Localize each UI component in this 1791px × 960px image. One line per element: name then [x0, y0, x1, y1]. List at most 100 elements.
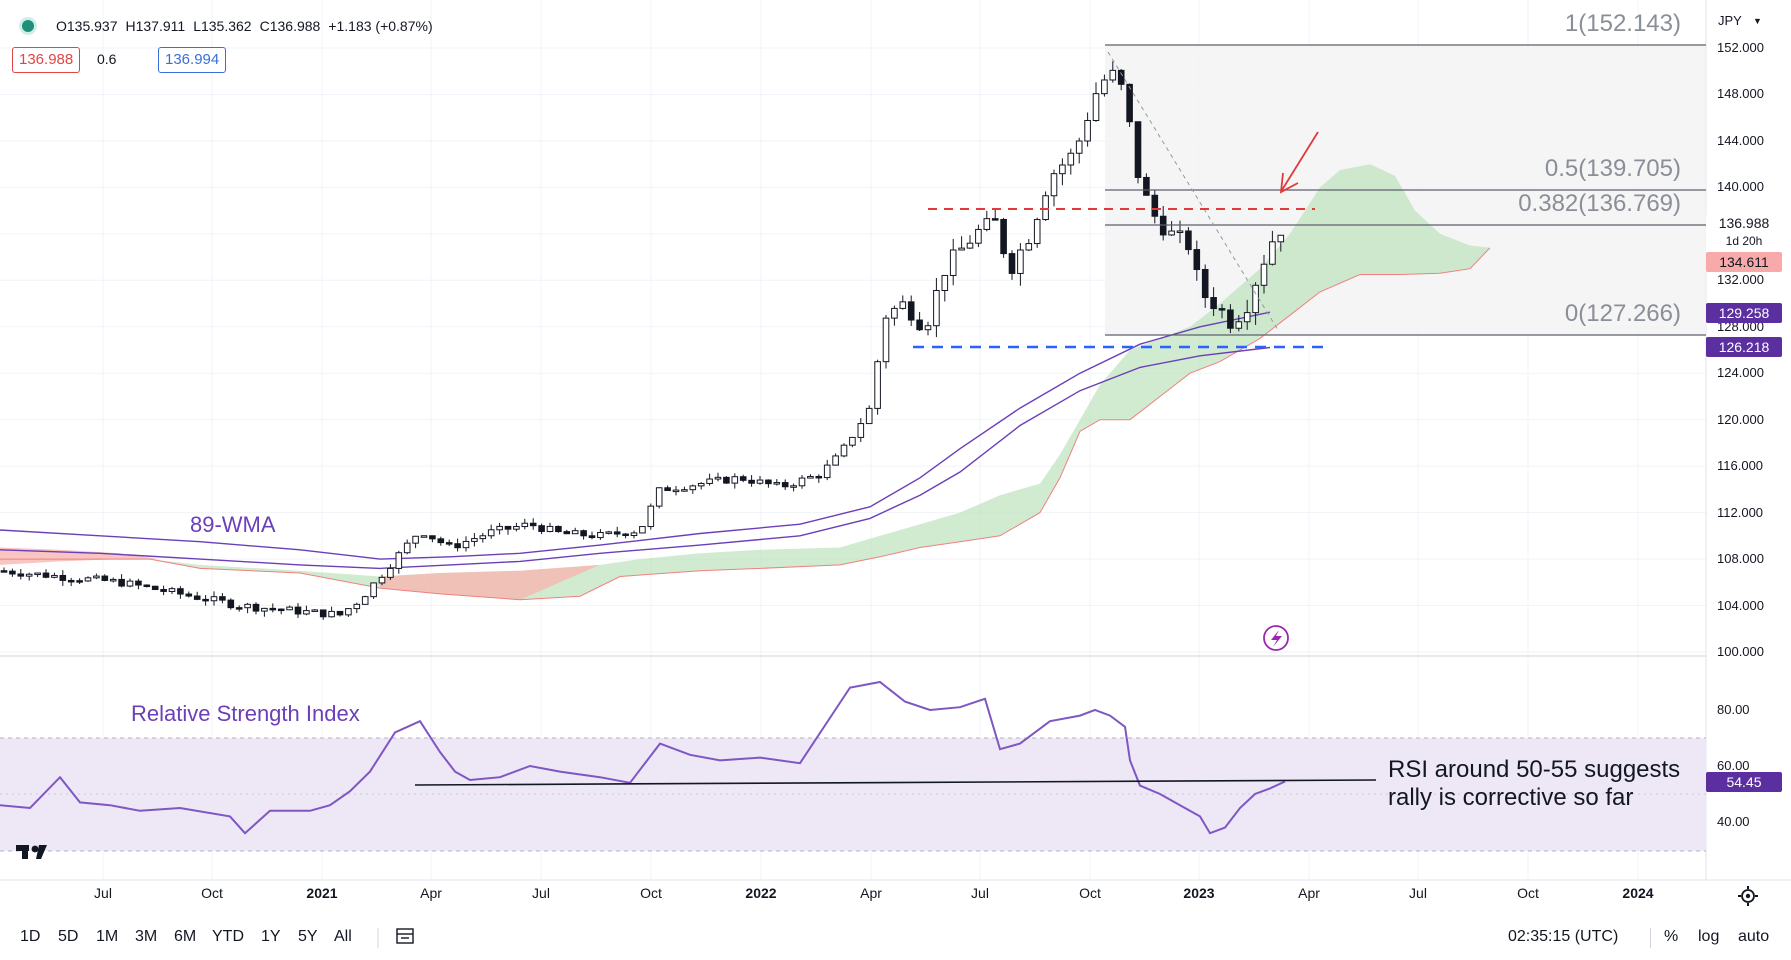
ichimoku-cloud [0, 164, 1491, 601]
candle-body [252, 603, 260, 612]
candle-body [849, 436, 856, 446]
range-button-ytd[interactable]: YTD [212, 928, 244, 945]
goto-date-icon[interactable] [396, 928, 414, 944]
candle-body [151, 585, 159, 591]
candle-body [546, 525, 554, 532]
rsi-tick-label: 40.00 [1717, 814, 1750, 829]
currency-label[interactable]: JPY [1718, 13, 1742, 28]
candle-body [790, 485, 797, 488]
candle-body [924, 325, 932, 331]
candle-body [1109, 69, 1117, 81]
log-toggle[interactable]: log [1698, 928, 1720, 945]
candle-body [34, 572, 41, 576]
candle-body [823, 464, 831, 479]
range-button-5y[interactable]: 5Y [298, 928, 318, 945]
auto-toggle[interactable]: auto [1738, 928, 1770, 945]
candle-body [1075, 140, 1083, 154]
candle-body [899, 301, 907, 309]
candle-body [59, 574, 67, 581]
time-tick-label: Oct [1079, 885, 1101, 901]
cloud-area-red [380, 564, 600, 600]
range-button-1d[interactable]: 1D [20, 928, 41, 945]
rsi-line [0, 680, 1286, 835]
price-tick-label: 124.000 [1717, 365, 1764, 381]
candle-body [521, 522, 529, 528]
candle-body [303, 610, 310, 615]
candle-body [454, 543, 461, 549]
candle-body [597, 531, 604, 539]
candle-body [437, 538, 445, 544]
candle-body [807, 475, 814, 479]
candle-body [412, 535, 419, 544]
cloud-area-green [0, 164, 1490, 600]
range-button-6m[interactable]: 6M [174, 928, 197, 945]
candle-body [672, 489, 680, 493]
rsi-tick-label: 80.00 [1717, 702, 1750, 717]
candle-body [983, 218, 991, 230]
time-tick-label: Oct [201, 885, 223, 901]
market-status-icon [22, 20, 34, 32]
candle-body [756, 479, 764, 484]
candle-body [613, 531, 621, 535]
candle-body [319, 609, 327, 618]
range-button-all[interactable]: All [334, 928, 352, 945]
wma-second-badge: 126.218 [1706, 337, 1782, 357]
candle-body [975, 228, 982, 244]
ohlc-high: H137.911 [125, 18, 186, 34]
candle-body [630, 532, 638, 537]
candle-body [563, 531, 571, 535]
range-button-3m[interactable]: 3M [135, 928, 158, 945]
candle-body [941, 274, 949, 291]
candle-body [67, 579, 75, 583]
price-tick-label: 148.000 [1717, 86, 1764, 102]
candle-body [118, 578, 125, 587]
time-tick-label: Apr [1298, 885, 1320, 901]
candle-body [420, 535, 428, 538]
candle-body [168, 588, 176, 592]
last-price-value: 136.988 [1718, 215, 1770, 231]
chevron-down-icon[interactable]: ▼ [1753, 16, 1762, 26]
candle-body [177, 588, 184, 595]
lightning-icon[interactable] [1263, 625, 1289, 651]
candle-body [1143, 176, 1150, 196]
candle-body [1260, 263, 1268, 286]
time-tick-label: Oct [640, 885, 662, 901]
candle-body [714, 476, 722, 480]
candle-body [345, 608, 352, 616]
candle-body [25, 573, 33, 577]
gear-icon[interactable] [1738, 886, 1758, 906]
candle-body [471, 538, 478, 542]
sell-price-button[interactable]: 136.988 [12, 47, 81, 73]
rsi-last-badge: 54.45 [1706, 772, 1782, 792]
rsi-note: RSI around 50-55 suggests rally is corre… [1388, 756, 1680, 812]
utc-clock[interactable]: 02:35:15 (UTC) [1508, 928, 1619, 945]
candle-body [739, 476, 747, 481]
time-tick-label: 2021 [306, 885, 338, 901]
ohlc-change: +1.183 (+0.87%) [328, 18, 433, 34]
wma-89-line [0, 311, 1271, 560]
candle-body [1101, 79, 1108, 95]
candle-body [1269, 241, 1276, 265]
candle-body [605, 531, 613, 534]
range-button-5d[interactable]: 5D [58, 928, 79, 945]
candle-body [840, 444, 848, 457]
candle-body [1000, 218, 1007, 255]
candle-body [1201, 269, 1209, 299]
candle-body [336, 610, 344, 616]
candle-body [1042, 195, 1049, 221]
percent-toggle[interactable]: % [1664, 928, 1679, 945]
candle-body [9, 570, 16, 575]
candle-body [1176, 230, 1184, 233]
range-button-1m[interactable]: 1M [96, 928, 119, 945]
time-tick-label: Apr [420, 885, 442, 901]
buy-price-button[interactable]: 136.994 [158, 47, 227, 73]
candle-body [891, 307, 898, 319]
candle-body [244, 603, 251, 609]
candle-body [395, 552, 403, 569]
range-button-1y[interactable]: 1Y [261, 928, 281, 945]
time-tick-label: Oct [1517, 885, 1539, 901]
candle-body [865, 407, 873, 425]
candle-body [958, 247, 965, 251]
